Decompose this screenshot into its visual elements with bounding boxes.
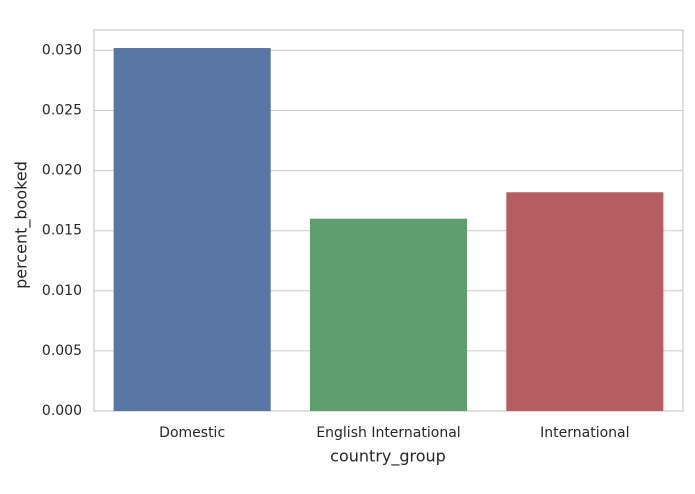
x-tick-label: English International — [316, 425, 460, 441]
bar — [506, 192, 664, 411]
y-tick-label: 0.020 — [42, 163, 82, 179]
x-axis-label: country_group — [330, 447, 446, 467]
bar — [309, 218, 468, 411]
bar — [113, 48, 271, 412]
y-tick-label: 0.025 — [42, 103, 82, 119]
y-tick-label: 0.005 — [42, 343, 82, 359]
x-tick-label: International — [540, 425, 629, 441]
y-tick-label: 0.000 — [42, 403, 82, 419]
y-tick-label: 0.015 — [42, 223, 82, 239]
y-axis-label: percent_booked — [12, 161, 32, 289]
y-tick-label: 0.030 — [42, 42, 82, 58]
y-tick-label: 0.010 — [42, 283, 82, 299]
x-tick-label: Domestic — [159, 425, 225, 441]
